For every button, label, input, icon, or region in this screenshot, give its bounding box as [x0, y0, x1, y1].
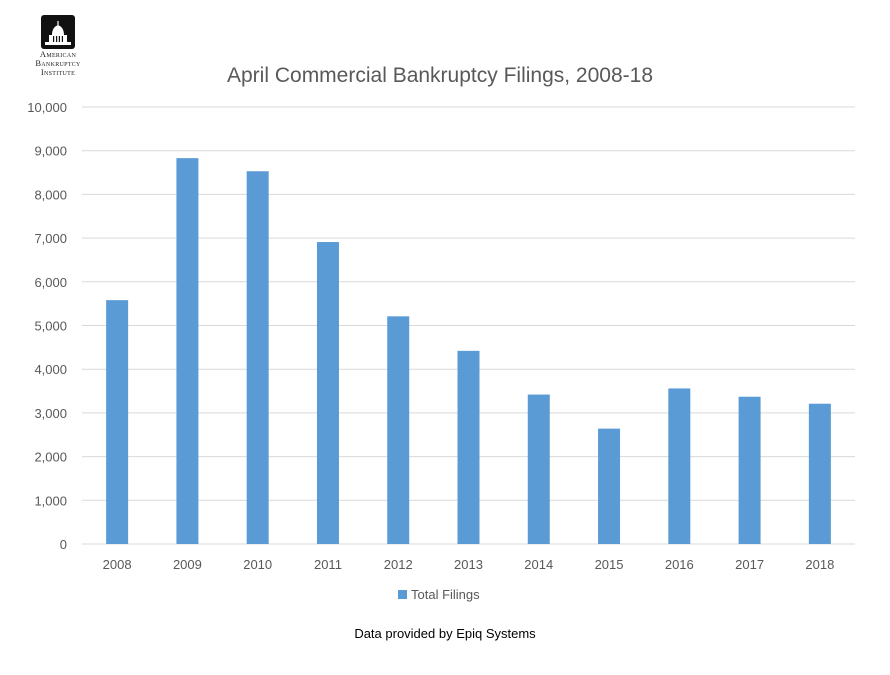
bar-2014: [527, 394, 550, 544]
y-tick-label: 0: [60, 537, 67, 552]
legend: Total Filings: [398, 587, 480, 602]
y-tick-label: 4,000: [34, 362, 67, 377]
x-tick-label: 2008: [103, 557, 132, 572]
capitol-dome-icon: [41, 15, 75, 49]
x-tick-label: 2012: [384, 557, 413, 572]
y-tick-label: 6,000: [34, 275, 67, 290]
y-tick-label: 3,000: [34, 406, 67, 421]
x-tick-label: 2011: [314, 557, 342, 572]
bars: [106, 158, 831, 544]
bar-2009: [176, 158, 199, 544]
x-tick-label: 2017: [735, 557, 764, 572]
bar-2015: [598, 428, 621, 544]
y-tick-label: 1,000: [34, 493, 67, 508]
bar-2018: [808, 403, 831, 544]
bar-2012: [387, 316, 410, 544]
data-source-note: Data provided by Epiq Systems: [354, 626, 536, 641]
x-tick-label: 2014: [524, 557, 553, 572]
x-axis-tick-labels: 2008 2009 2010 2011 2012 2013 2014 2015 2016 2017…: [103, 557, 835, 572]
legend-label-total-filings: Total Filings: [411, 587, 480, 602]
y-axis-tick-labels: 0 1,000 2,000 3,000 4,000 5,000 6,000 7,000 8,00…: [27, 100, 67, 552]
logo-text-line-1: American: [39, 49, 77, 59]
bar-2011: [316, 242, 339, 544]
logo-text-line-3: Institute: [40, 67, 76, 77]
bar-2008: [106, 300, 129, 544]
x-tick-label: 2013: [454, 557, 483, 572]
y-tick-label: 7,000: [34, 231, 67, 246]
bar-2013: [457, 350, 480, 544]
x-tick-label: 2015: [595, 557, 624, 572]
legend-swatch: [398, 590, 407, 599]
logo-text-line-2: Bankruptcy: [35, 58, 81, 68]
x-tick-label: 2018: [805, 557, 834, 572]
y-tick-label: 2,000: [34, 450, 67, 465]
bar-2010: [246, 171, 269, 544]
x-tick-label: 2010: [243, 557, 272, 572]
y-tick-label: 8,000: [34, 187, 67, 202]
logo: American Bankruptcy Institute: [18, 14, 98, 77]
y-tick-label: 5,000: [34, 319, 67, 334]
bar-2017: [738, 396, 761, 544]
y-tick-label: 10,000: [27, 100, 67, 115]
x-tick-label: 2016: [665, 557, 694, 572]
chart-title: April Commercial Bankruptcy Filings, 200…: [227, 64, 653, 87]
x-tick-label: 2009: [173, 557, 202, 572]
y-tick-label: 9,000: [34, 144, 67, 159]
bar-2016: [668, 388, 691, 544]
